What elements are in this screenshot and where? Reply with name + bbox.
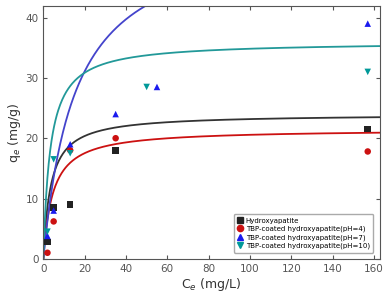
Point [113,148,119,153]
Point [144,85,150,89]
Point [113,136,119,141]
Point [44,229,51,234]
Point [67,202,73,207]
Point [365,127,371,132]
X-axis label: C$_e$ (mg/L): C$_e$ (mg/L) [181,277,242,293]
Point [365,21,371,26]
Point [44,250,51,255]
Point [113,112,119,117]
Point [365,69,371,74]
Point [44,239,51,244]
Y-axis label: q$_e$ (mg/g): q$_e$ (mg/g) [5,102,23,163]
Point [51,219,57,224]
Point [51,208,57,213]
Point [67,148,73,153]
Point [154,85,160,89]
Point [51,157,57,162]
Point [51,205,57,210]
Point [44,234,51,238]
Legend: Hydroxyapatite, TBP-coated hydroxyapatite(pH=4), TBP-coated hydroxyapatite(pH=7): Hydroxyapatite, TBP-coated hydroxyapatit… [234,214,373,253]
Point [67,151,73,156]
Point [67,142,73,147]
Point [365,149,371,154]
